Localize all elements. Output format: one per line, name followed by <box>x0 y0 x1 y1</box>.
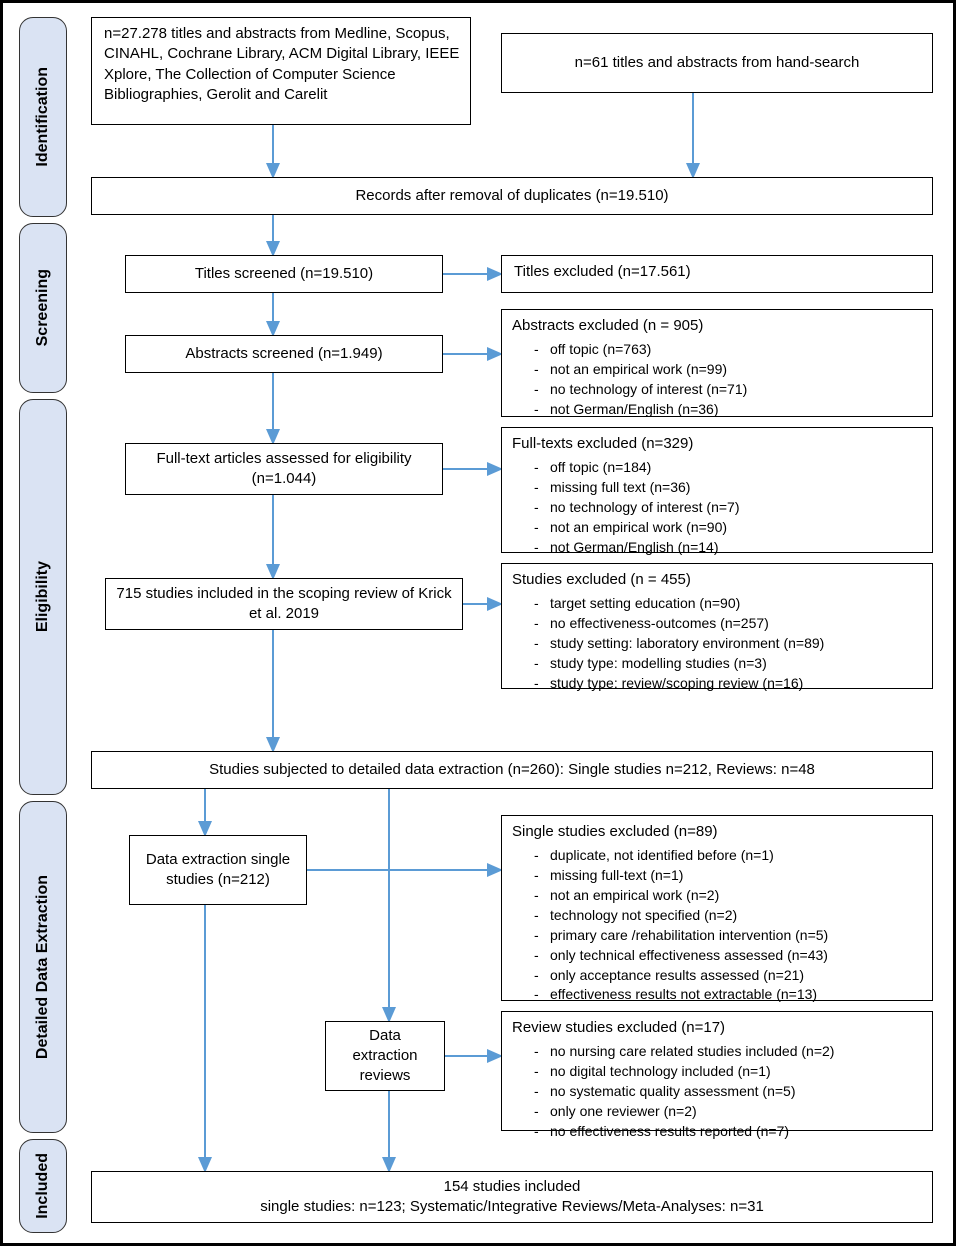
box-el_ft: Full-text articles assessed for eligibil… <box>125 443 443 495</box>
box-heading: Full-texts excluded (n=329) <box>512 434 922 454</box>
exclusion-item: effectiveness results not extractable (n… <box>534 985 922 1004</box>
box-line: single studies: n=123; Systematic/Integr… <box>260 1197 764 1217</box>
stage-label: Included <box>34 1153 52 1219</box>
exclusion-item: not German/English (n=14) <box>534 538 922 557</box>
box-line: 154 studies included <box>444 1177 581 1197</box>
box-sc_abs_ex: Abstracts excluded (n = 905) off topic (n… <box>501 309 933 417</box>
box-el_260: Studies subjected to detailed data extra… <box>91 751 933 789</box>
exclusion-item: no technology of interest (n=71) <box>534 380 922 399</box>
box-de_single_ex: Single studies excluded (n=89) duplicate,… <box>501 815 933 1001</box>
exclusion-item: no digital technology included (n=1) <box>534 1062 922 1081</box>
stage-detailed-data-extraction: Detailed Data Extraction <box>19 801 67 1133</box>
exclusion-item: primary care /rehabilitation interventio… <box>534 926 922 945</box>
stage-eligibility: Eligibility <box>19 399 67 795</box>
stage-identification: Identification <box>19 17 67 217</box>
stage-label: Detailed Data Extraction <box>34 875 52 1059</box>
exclusion-list: off topic (n=763)not an empirical work (… <box>512 340 922 419</box>
exclusion-list: off topic (n=184)missing full text (n=36… <box>512 458 922 556</box>
box-el_ft_ex: Full-texts excluded (n=329) off topic (n=… <box>501 427 933 553</box>
exclusion-item: not an empirical work (n=2) <box>534 886 922 905</box>
exclusion-item: only acceptance results assessed (n=21) <box>534 966 922 985</box>
exclusion-item: study setting: laboratory environment (n… <box>534 634 922 653</box>
box-id_db: n=27.278 titles and abstracts from Medli… <box>91 17 471 125</box>
exclusion-item: no nursing care related studies included… <box>534 1042 922 1061</box>
exclusion-item: technology not specified (n=2) <box>534 906 922 925</box>
box-heading: Single studies excluded (n=89) <box>512 822 922 842</box>
exclusion-list: duplicate, not identified before (n=1)mi… <box>512 846 922 1004</box>
exclusion-item: off topic (n=763) <box>534 340 922 359</box>
exclusion-item: not German/English (n=36) <box>534 400 922 419</box>
box-el_455: Studies excluded (n = 455) target setting… <box>501 563 933 689</box>
exclusion-item: target setting education (n=90) <box>534 594 922 613</box>
exclusion-item: only technical effectiveness assessed (n… <box>534 946 922 965</box>
exclusion-item: off topic (n=184) <box>534 458 922 477</box>
box-heading: Studies excluded (n = 455) <box>512 570 922 590</box>
exclusion-item: missing full text (n=36) <box>534 478 922 497</box>
box-heading: Abstracts excluded (n = 905) <box>512 316 922 336</box>
box-de_single: Data extraction single studies (n=212) <box>129 835 307 905</box>
exclusion-item: study type: review/scoping review (n=16) <box>534 674 922 693</box>
box-sc_titles_ex: Titles excluded (n=17.561) <box>501 255 933 293</box>
box-id_dup: Records after removal of duplicates (n=1… <box>91 177 933 215</box>
exclusion-list: target setting education (n=90)no effect… <box>512 594 922 692</box>
box-el_715: 715 studies included in the scoping revi… <box>105 578 463 630</box>
box-id_hand: n=61 titles and abstracts from hand-sear… <box>501 33 933 93</box>
box-de_rev_ex: Review studies excluded (n=17) no nursing… <box>501 1011 933 1131</box>
exclusion-item: no effectiveness results reported (n=7) <box>534 1122 922 1141</box>
box-heading: Review studies excluded (n=17) <box>512 1018 922 1038</box>
exclusion-list: no nursing care related studies included… <box>512 1042 922 1140</box>
stage-label: Eligibility <box>34 561 52 632</box>
stage-screening: Screening <box>19 223 67 393</box>
box-sc_titles: Titles screened (n=19.510) <box>125 255 443 293</box>
exclusion-item: no effectiveness-outcomes (n=257) <box>534 614 922 633</box>
stage-label: Identification <box>34 67 52 167</box>
box-sc_abs: Abstracts screened (n=1.949) <box>125 335 443 373</box>
stage-label: Screening <box>34 269 52 346</box>
exclusion-item: not an empirical work (n=99) <box>534 360 922 379</box>
exclusion-item: missing full-text (n=1) <box>534 866 922 885</box>
exclusion-item: no systematic quality assessment (n=5) <box>534 1082 922 1101</box>
box-incl: 154 studies includedsingle studies: n=12… <box>91 1171 933 1223</box>
exclusion-item: not an empirical work (n=90) <box>534 518 922 537</box>
box-de_rev: Data extraction reviews <box>325 1021 445 1091</box>
exclusion-item: no technology of interest (n=7) <box>534 498 922 517</box>
exclusion-item: duplicate, not identified before (n=1) <box>534 846 922 865</box>
exclusion-item: only one reviewer (n=2) <box>534 1102 922 1121</box>
stage-included: Included <box>19 1139 67 1233</box>
exclusion-item: study type: modelling studies (n=3) <box>534 654 922 673</box>
